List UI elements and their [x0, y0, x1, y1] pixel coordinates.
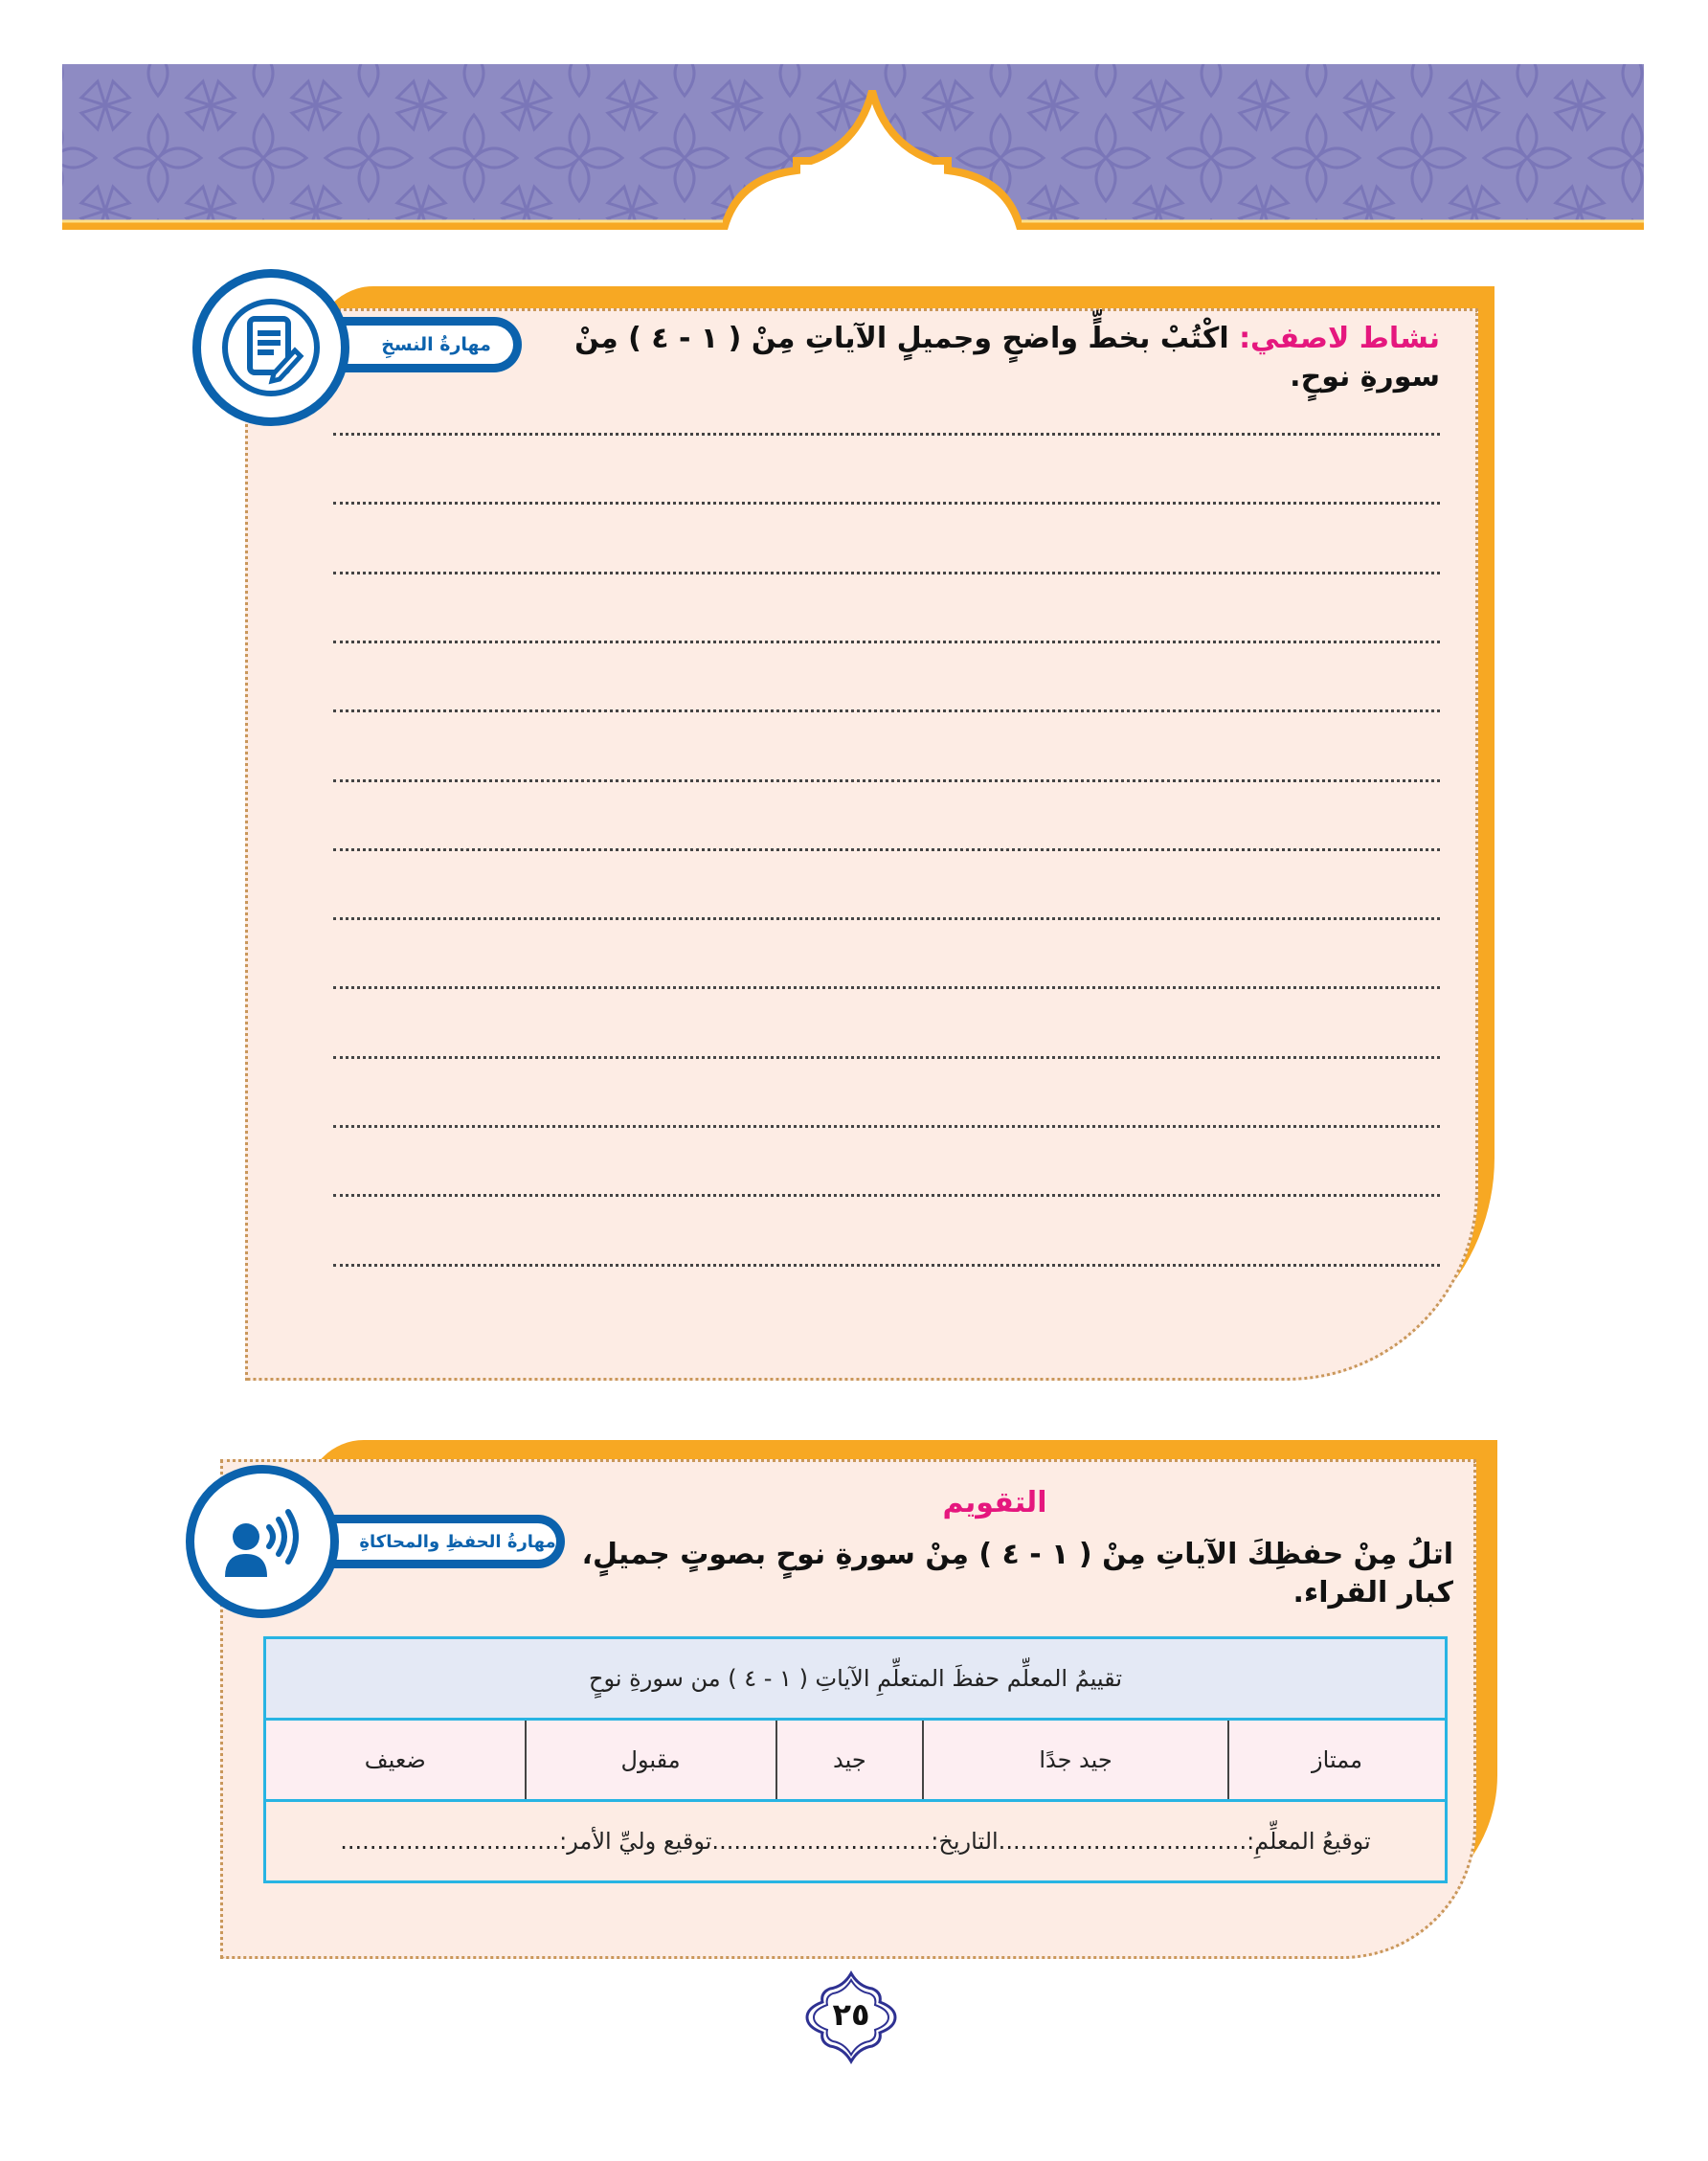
speaking-person-icon: [186, 1465, 339, 1618]
writing-line[interactable]: [333, 986, 1440, 990]
page-number: ٢٥: [832, 1996, 870, 2033]
writing-line[interactable]: [333, 502, 1440, 506]
writing-line[interactable]: [333, 917, 1440, 921]
signature-fields[interactable]: توقيعُ المعلِّمِ:.......................…: [264, 1799, 1447, 1882]
skill-label-text: مهارةُ الحفظِ والمحاكاةِ: [359, 1531, 556, 1552]
page-number-badge: ٢٥: [803, 1970, 899, 2065]
writing-line[interactable]: [333, 847, 1440, 851]
writing-line[interactable]: [333, 1194, 1440, 1198]
writing-line[interactable]: [333, 1125, 1440, 1128]
skill-label-text: مهارةُ النسخِ: [381, 334, 491, 355]
writing-line[interactable]: [333, 1055, 1440, 1059]
header-banner: [62, 64, 1644, 230]
activity1-skill-label: مهارةُ النسخِ: [330, 317, 522, 372]
activity2-instruction: اتلُ مِنْ حفظِكَ الآياتِ مِنْ ( ١ - ٤ ) …: [581, 1538, 1453, 1609]
writing-line[interactable]: [333, 1263, 1440, 1267]
activity1-title-label: نشاط لاصفي:: [1239, 322, 1440, 355]
writing-line[interactable]: [333, 640, 1440, 643]
rating-option[interactable]: ممتاز: [1226, 1719, 1447, 1801]
signature-row: توقيعُ المعلِّمِ:.......................…: [264, 1799, 1447, 1882]
table-header-row: تقييمُ المعلِّم حفظَ المتعلِّمِ الآياتِ …: [264, 1637, 1447, 1721]
table-header: تقييمُ المعلِّم حفظَ المتعلِّمِ الآياتِ …: [264, 1637, 1447, 1721]
evaluation-table: تقييمُ المعلِّم حفظَ المتعلِّمِ الآياتِ …: [263, 1636, 1448, 1883]
rating-option[interactable]: ضعيف: [364, 1746, 426, 1773]
rating-option[interactable]: جيد: [775, 1719, 924, 1801]
rating-row: ممتاز جيد جدًا جيد مقبول ضعيف: [264, 1719, 1447, 1801]
evaluation-heading: التقويم: [942, 1486, 1047, 1519]
rating-option[interactable]: جيد جدًا: [922, 1719, 1228, 1801]
page-number-frame-icon: [805, 1970, 897, 2065]
writing-line[interactable]: [333, 571, 1440, 574]
writing-line[interactable]: [333, 709, 1440, 713]
rating-option[interactable]: مقبول: [524, 1719, 776, 1801]
activity1-instruction-text: اكْتُبْ بخطٍّ واضحٍ وجميلٍ الآياتِ مِنْ …: [574, 322, 1440, 394]
writing-line[interactable]: [333, 433, 1440, 436]
document-pen-icon: [192, 269, 349, 426]
activity1-panel: [245, 308, 1478, 1381]
writing-line[interactable]: [333, 778, 1440, 782]
activity1-instruction: نشاط لاصفي: اكْتُبْ بخطٍّ واضحٍ وجميلٍ ا…: [536, 320, 1440, 396]
activity2-skill-label: مهارةُ الحفظِ والمحاكاةِ: [330, 1515, 565, 1568]
